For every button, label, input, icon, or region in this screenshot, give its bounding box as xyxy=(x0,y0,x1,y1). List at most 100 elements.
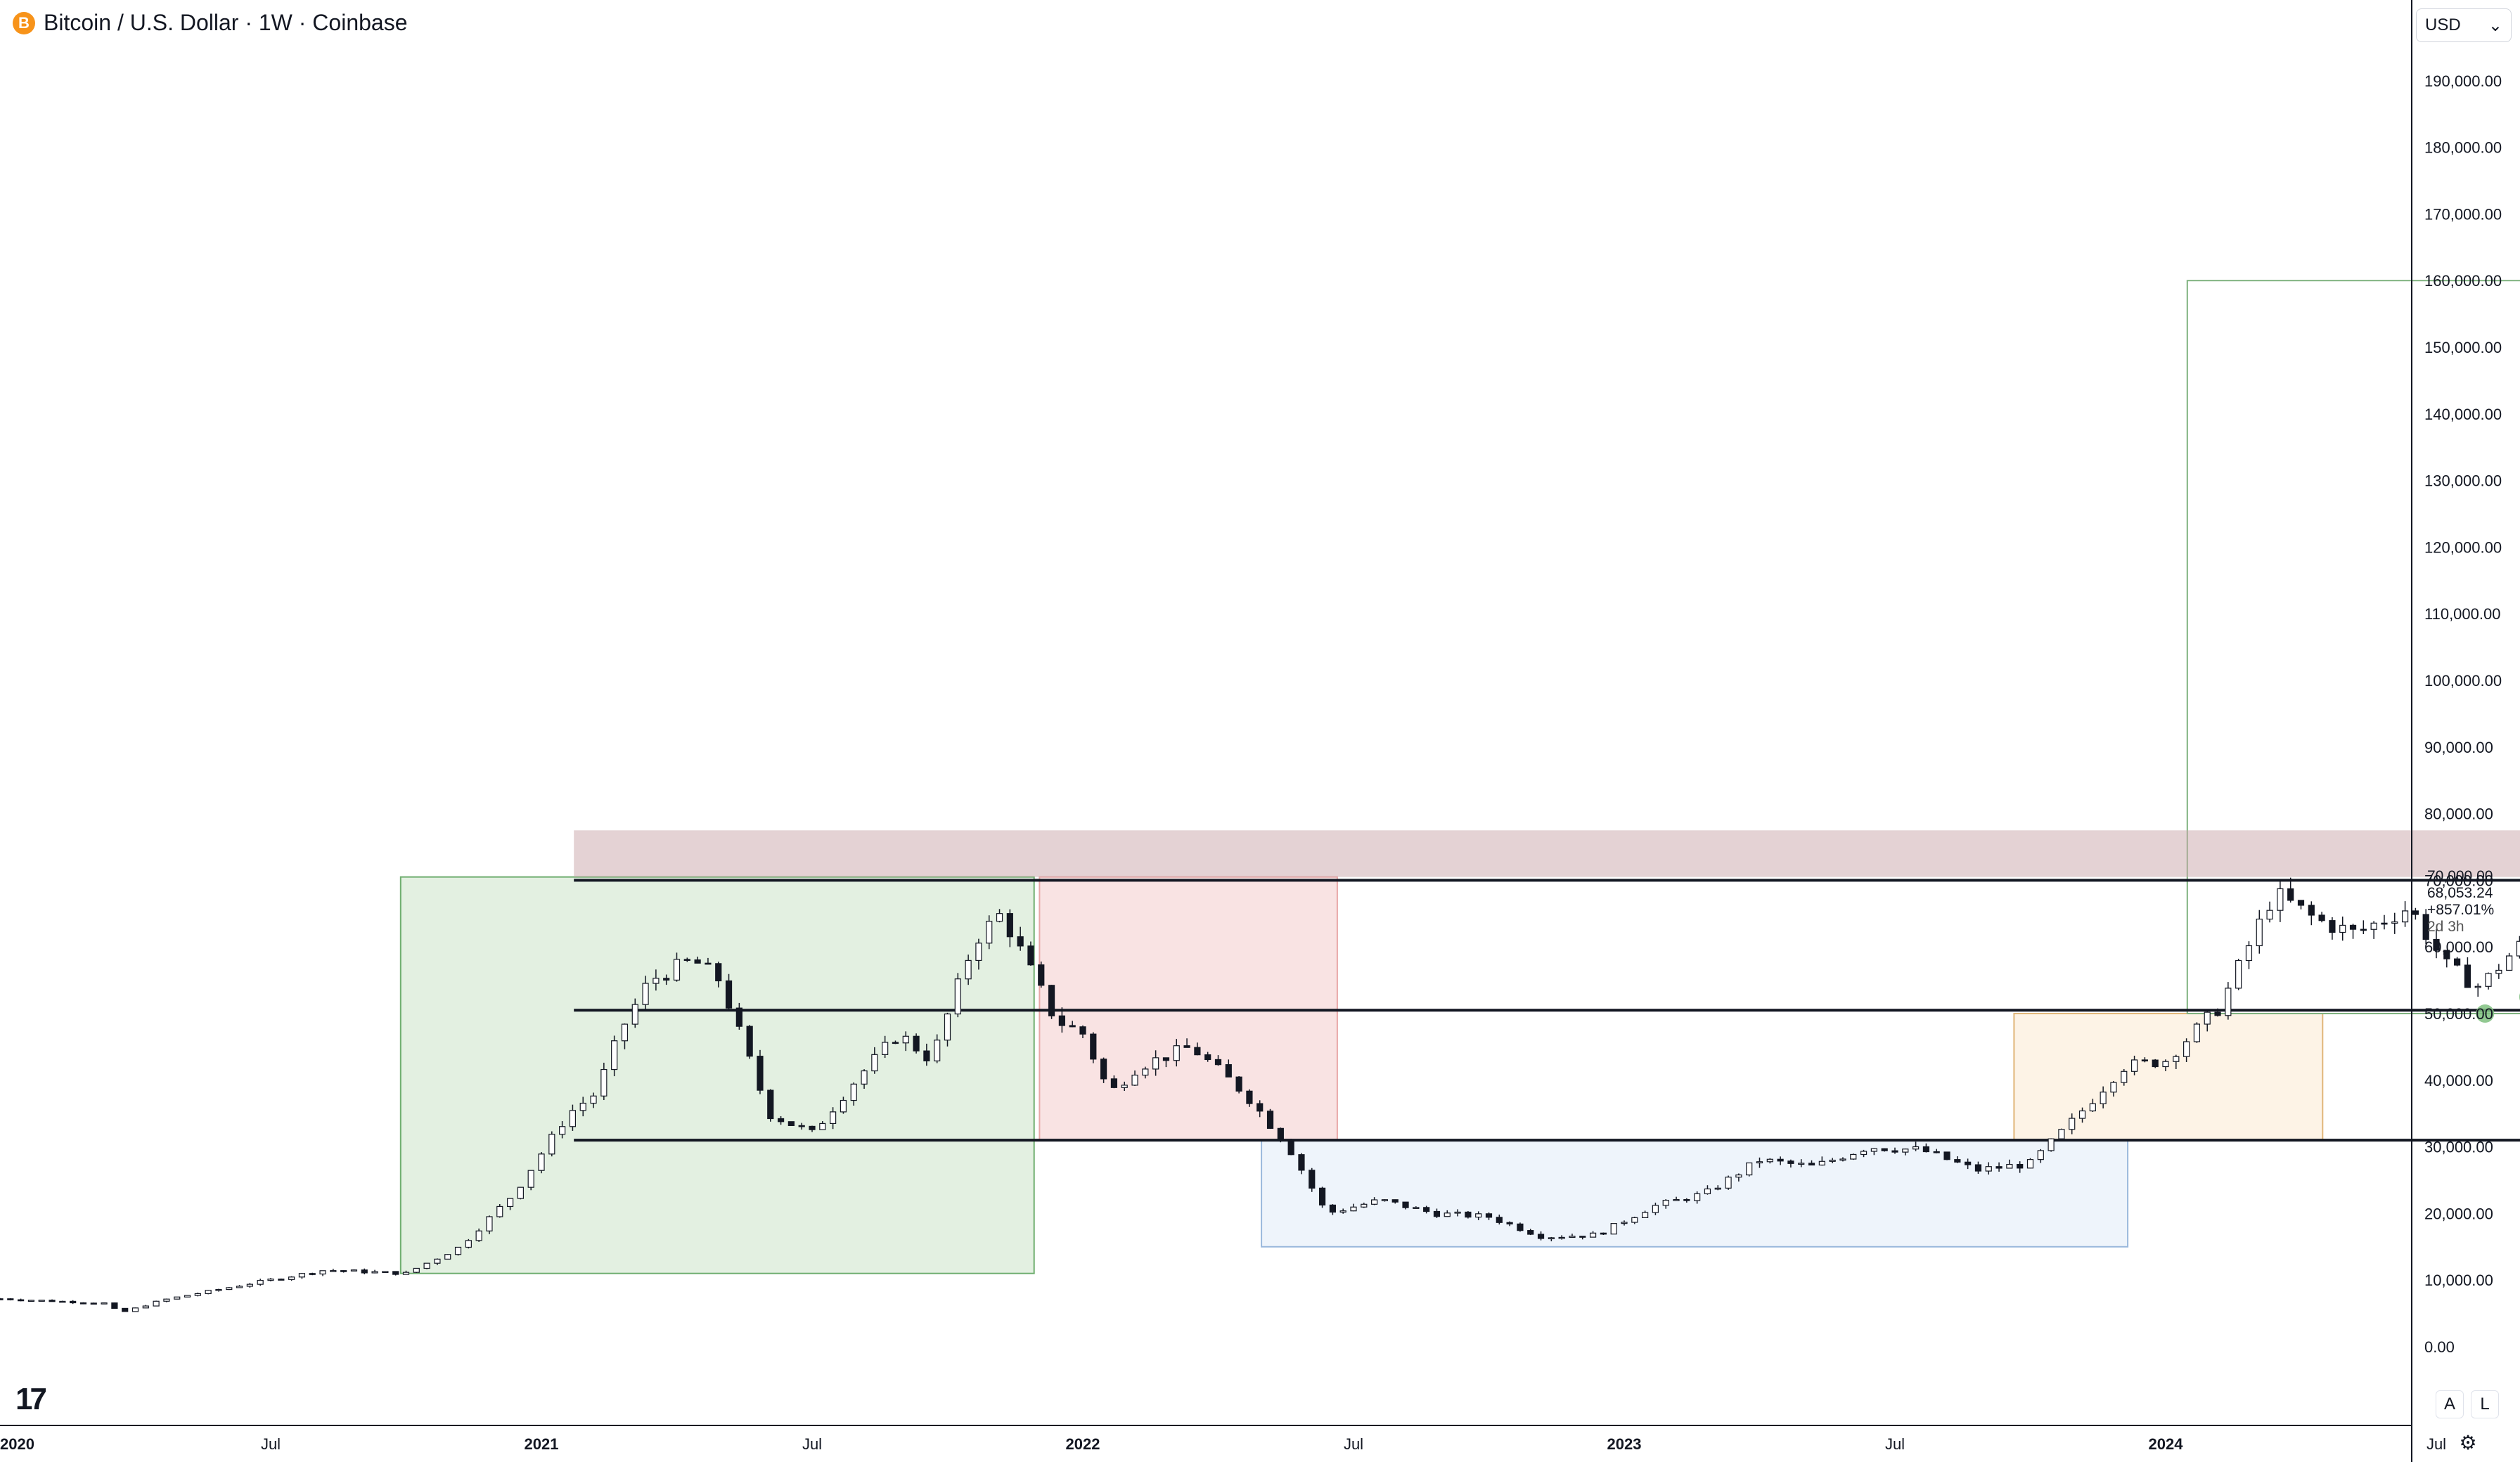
orange-zone-2024 xyxy=(2013,1013,2324,1141)
candle-body xyxy=(1194,1047,1201,1056)
candle-body xyxy=(1361,1203,1368,1208)
candle-body xyxy=(475,1230,482,1241)
candle-body xyxy=(2214,1011,2221,1016)
candle-body xyxy=(309,1273,316,1275)
price-axis[interactable]: 0.00 10,000.00 20,000.00 30,000.00 40,000.00… xyxy=(2411,0,2502,1462)
symbol-header[interactable]: B Bitcoin / U.S. Dollar · 1W · Coinbase xyxy=(13,10,408,36)
candle-body xyxy=(1922,1146,1930,1153)
candle-body xyxy=(2069,1118,2076,1130)
time-tick-label: 2022 xyxy=(1066,1435,1100,1453)
candle-body xyxy=(1974,1164,1982,1172)
candle-body xyxy=(2287,888,2294,901)
candle-body xyxy=(506,1198,514,1208)
candle-body xyxy=(611,1040,618,1070)
candle-body xyxy=(2173,1056,2180,1062)
candle-body xyxy=(1371,1199,1378,1205)
candle-body xyxy=(819,1123,826,1130)
log-scale-button[interactable]: L xyxy=(2471,1390,2499,1418)
candle-body xyxy=(434,1258,441,1264)
candle-body xyxy=(590,1095,597,1104)
supply-zone xyxy=(574,830,2520,877)
candle-body xyxy=(1433,1210,1441,1217)
candle-body xyxy=(1839,1158,1846,1161)
candle-body xyxy=(1131,1074,1138,1086)
candle-body xyxy=(2078,1110,2086,1119)
candle-body xyxy=(1673,1199,1680,1201)
big-range-box xyxy=(2186,280,2520,1015)
candle-body xyxy=(798,1125,805,1127)
candle-body xyxy=(194,1293,201,1296)
candle-body xyxy=(1954,1159,1961,1163)
candle-body xyxy=(2443,950,2450,959)
candle-body xyxy=(298,1273,306,1278)
candle-body xyxy=(621,1023,629,1042)
candle-body xyxy=(59,1300,66,1303)
candle-body xyxy=(402,1272,410,1275)
candle-body xyxy=(996,913,1003,922)
green-dot-marker xyxy=(2476,1004,2495,1023)
price-tick-label: 140,000.00 xyxy=(2424,406,2502,423)
candle-body xyxy=(1548,1237,1555,1240)
candle-body xyxy=(444,1254,451,1260)
candle-body xyxy=(1610,1223,1617,1235)
candle-body xyxy=(1162,1057,1170,1061)
candle-body xyxy=(174,1296,181,1300)
candle-body xyxy=(278,1279,285,1281)
candle-body xyxy=(2152,1059,2159,1068)
candle-body xyxy=(1881,1148,1888,1151)
price-tick-label: 30,000.00 xyxy=(2424,1139,2493,1156)
bull-zone-2021 xyxy=(399,876,1035,1274)
candle-body xyxy=(788,1121,795,1126)
candle-body xyxy=(1537,1234,1545,1239)
candle-body xyxy=(944,1013,951,1041)
zones-layer xyxy=(399,280,2520,1274)
candle-body xyxy=(1558,1236,1565,1239)
time-tick-label: Jul xyxy=(1885,1435,1905,1453)
price-tick-label: 100,000.00 xyxy=(2424,672,2502,690)
candle-body xyxy=(1277,1127,1284,1141)
price-tick-label: 0.00 xyxy=(2424,1338,2455,1356)
symbol-title: Bitcoin / U.S. Dollar · 1W · Coinbase xyxy=(44,10,408,35)
price-tag-text: +857.01% xyxy=(2427,902,2494,918)
candle-body xyxy=(1006,913,1013,938)
candle-body xyxy=(1902,1149,1909,1153)
candle-body xyxy=(413,1267,420,1273)
candle-body xyxy=(934,1040,941,1061)
candle-body xyxy=(2464,964,2471,988)
auto-scale-button[interactable]: A xyxy=(2436,1390,2464,1418)
currency-select[interactable]: USD ⌄ xyxy=(2416,8,2512,42)
candle-body xyxy=(1589,1232,1597,1238)
price-tick-label: 170,000.00 xyxy=(2424,205,2502,223)
candle-body xyxy=(1183,1045,1190,1048)
candle-body xyxy=(1870,1148,1877,1152)
candle-body xyxy=(2297,900,2305,906)
candle-body xyxy=(454,1246,462,1255)
bitcoin-icon: B xyxy=(13,11,35,34)
time-tick-label: Jul xyxy=(802,1435,822,1453)
candle-body xyxy=(1454,1211,1461,1214)
candle-body xyxy=(2141,1059,2148,1062)
candle-body xyxy=(2381,922,2388,925)
candle-body xyxy=(2100,1092,2107,1104)
candle-body xyxy=(153,1300,160,1307)
candle-body xyxy=(79,1302,87,1305)
candle-body xyxy=(1621,1222,1628,1224)
gear-icon[interactable]: ⚙ xyxy=(2459,1431,2477,1454)
price-tag-text: 68,053.24 xyxy=(2427,885,2493,901)
candle-body xyxy=(1100,1059,1107,1080)
candle-body xyxy=(246,1283,253,1287)
candle-body xyxy=(2277,888,2284,911)
price-tick-label: 130,000.00 xyxy=(2424,472,2502,490)
candle-body xyxy=(423,1262,430,1269)
candle-body xyxy=(18,1299,25,1302)
candle-body xyxy=(1694,1193,1701,1201)
tradingview-logo[interactable]: 17 xyxy=(15,1382,47,1416)
candle-body xyxy=(1912,1146,1920,1150)
candle-body xyxy=(1642,1212,1649,1218)
time-axis[interactable]: 2020Jul2021Jul2022Jul2023Jul2024Jul2025J… xyxy=(0,1425,2520,1453)
candle-body xyxy=(913,1035,920,1052)
candle-body xyxy=(861,1070,868,1085)
candle-body xyxy=(1110,1078,1118,1088)
candle-body xyxy=(2370,922,2377,930)
